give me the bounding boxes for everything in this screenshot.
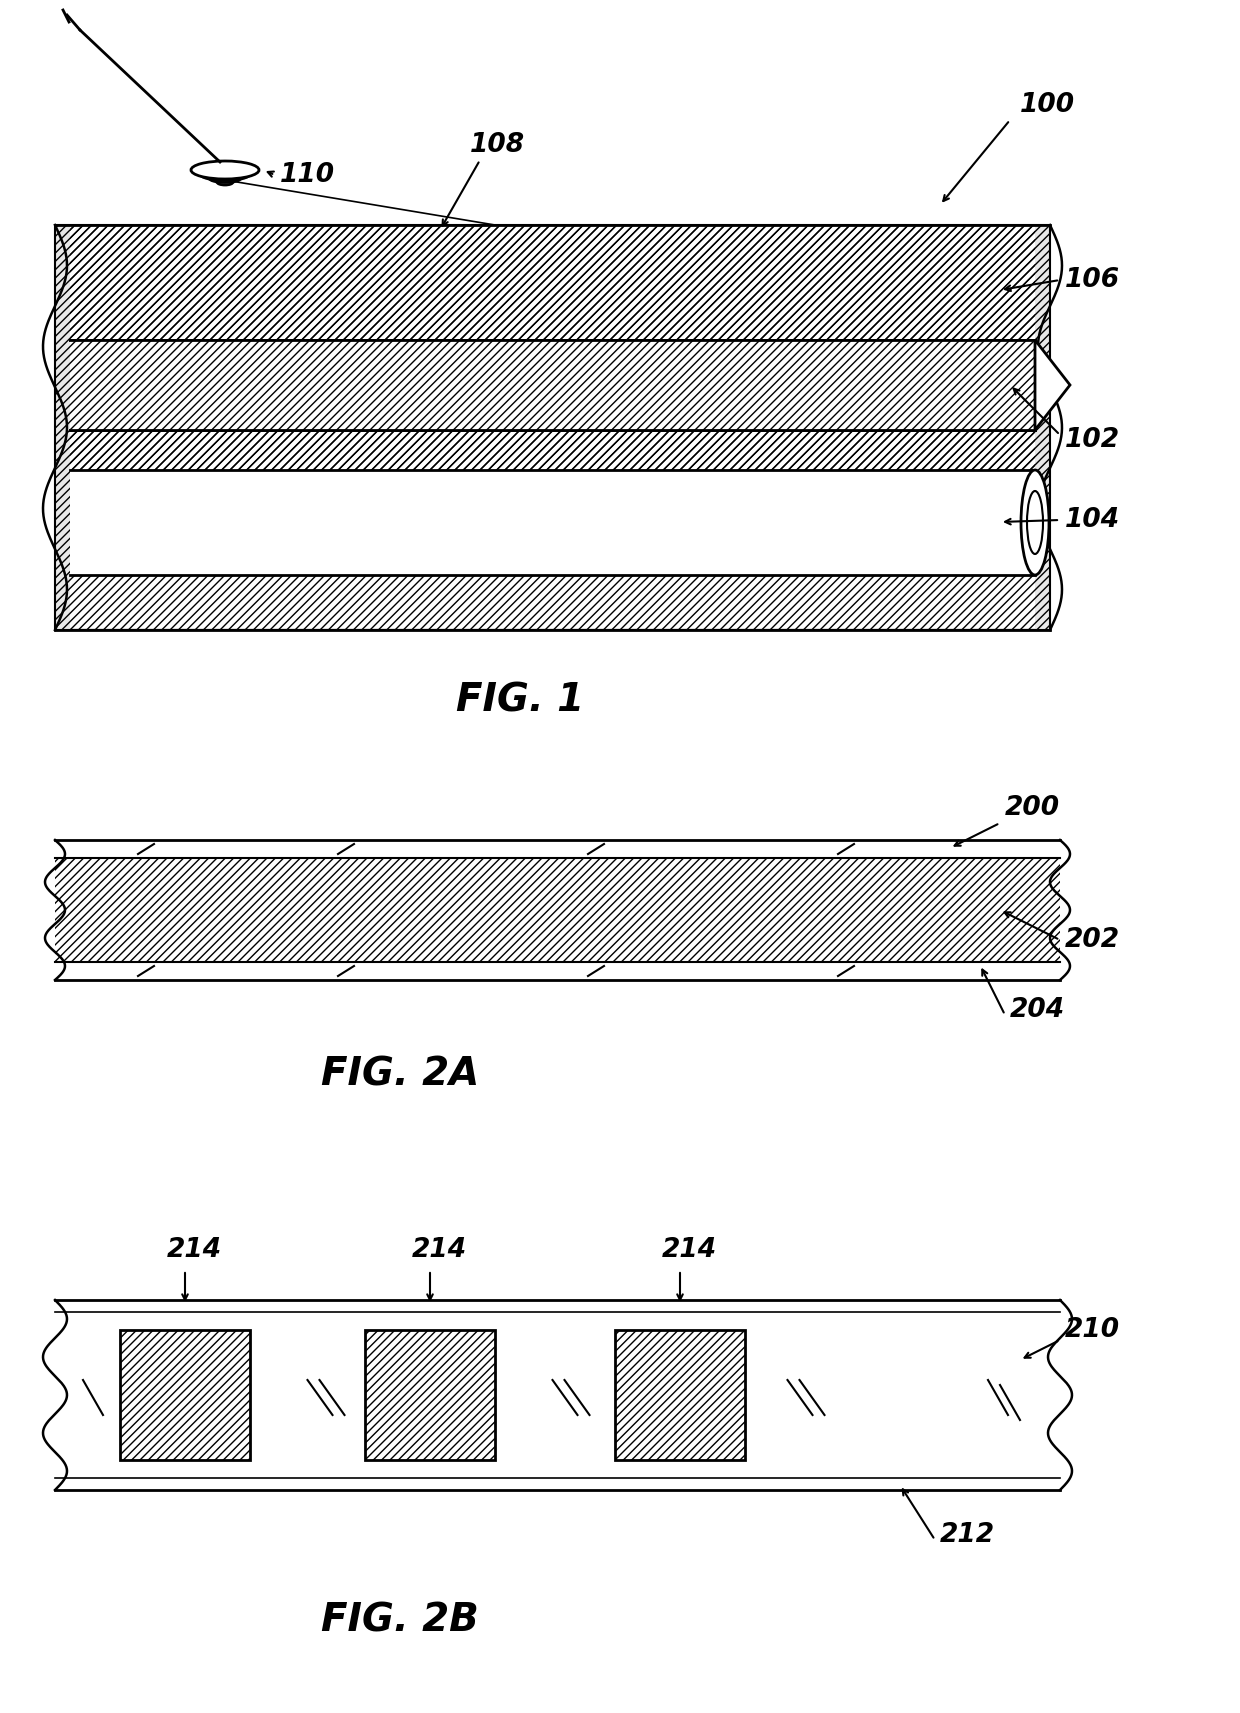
Bar	[69, 469, 1035, 576]
Bar	[69, 430, 1035, 469]
Text: FIG. 2B: FIG. 2B	[321, 1602, 479, 1639]
Polygon shape	[1035, 339, 1070, 430]
Ellipse shape	[1021, 469, 1049, 576]
Bar	[120, 1329, 250, 1459]
Text: 212: 212	[940, 1521, 996, 1549]
Bar	[69, 224, 1035, 339]
Text: 214: 214	[412, 1237, 467, 1262]
Bar	[69, 228, 1035, 339]
Bar	[55, 839, 1060, 980]
Bar	[55, 839, 1060, 858]
Bar	[69, 228, 1035, 339]
Bar	[69, 224, 1035, 339]
Text: 106: 106	[1065, 267, 1120, 293]
Bar	[69, 576, 1035, 629]
Bar	[615, 1329, 745, 1459]
Text: 110: 110	[280, 163, 335, 188]
Text: 108: 108	[470, 132, 525, 158]
Bar	[55, 224, 1050, 630]
Text: 100: 100	[1021, 93, 1075, 118]
Bar	[69, 430, 1035, 469]
Bar	[69, 339, 1035, 430]
Bar	[69, 430, 1035, 469]
Bar	[55, 224, 1050, 630]
Text: 214: 214	[167, 1237, 222, 1262]
Text: 204: 204	[1011, 997, 1065, 1023]
Text: 200: 200	[1004, 795, 1060, 821]
Bar	[615, 1329, 745, 1459]
Ellipse shape	[191, 161, 259, 178]
Bar	[55, 858, 1060, 963]
Text: 104: 104	[1065, 507, 1120, 533]
Text: 202: 202	[1065, 927, 1120, 952]
Text: FIG. 2A: FIG. 2A	[321, 1055, 479, 1095]
Text: 214: 214	[662, 1237, 717, 1262]
Bar	[55, 963, 1060, 980]
Bar	[55, 1300, 1060, 1490]
Ellipse shape	[210, 173, 241, 183]
Bar	[365, 1329, 495, 1459]
Text: 102: 102	[1065, 427, 1120, 452]
Bar	[69, 430, 1035, 469]
Text: FIG. 1: FIG. 1	[456, 682, 584, 719]
Ellipse shape	[200, 168, 250, 180]
Bar	[365, 1329, 495, 1459]
Bar	[69, 339, 1035, 430]
Bar	[69, 576, 1035, 629]
Ellipse shape	[217, 178, 233, 185]
Bar	[69, 339, 1035, 430]
Bar	[120, 1329, 250, 1459]
Bar	[69, 339, 1035, 430]
Text: 210: 210	[1065, 1317, 1120, 1343]
